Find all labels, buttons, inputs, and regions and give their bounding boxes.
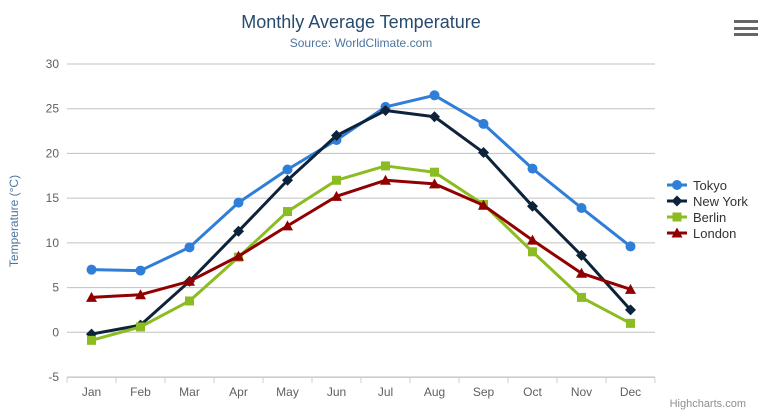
chart-subtitle: Source: WorldClimate.com <box>289 36 433 50</box>
legend: Tokyo New York Berlin London <box>666 177 748 241</box>
data-point-berlin[interactable] <box>528 247 537 257</box>
legend-item-berlin[interactable]: Berlin <box>666 209 748 225</box>
circle-legend-marker-icon <box>667 180 687 190</box>
legend-item-label: Tokyo <box>693 177 727 193</box>
y-axis-tick-label: 20 <box>46 146 60 160</box>
data-point-london[interactable] <box>135 289 146 300</box>
data-point-new-york[interactable] <box>478 147 489 159</box>
x-axis-tick-label: May <box>276 385 299 399</box>
data-point-tokyo[interactable] <box>233 197 244 208</box>
x-axis-tick-label: Mar <box>179 385 200 399</box>
x-axis-tick-label: Jun <box>327 385 346 399</box>
data-point-berlin[interactable] <box>87 335 96 345</box>
series-line-new-york[interactable] <box>90 109 632 336</box>
legend-item-label: New York <box>693 193 748 209</box>
triangle-legend-marker-icon <box>667 227 687 238</box>
data-point-tokyo[interactable] <box>135 265 146 276</box>
y-axis-tick-label: 0 <box>52 325 59 339</box>
data-point-new-york[interactable] <box>625 304 636 316</box>
data-point-tokyo[interactable] <box>478 118 489 129</box>
y-axis-title: Temperature (°C) <box>7 174 21 268</box>
data-point-berlin[interactable] <box>430 167 439 177</box>
data-point-new-york[interactable] <box>576 249 587 261</box>
x-axis-tick-label: Nov <box>571 385 592 399</box>
data-point-london[interactable] <box>478 199 489 210</box>
data-point-berlin[interactable] <box>381 161 390 171</box>
data-point-berlin[interactable] <box>136 322 145 332</box>
x-axis-tick-label: Feb <box>130 385 151 399</box>
legend-item-new-york[interactable]: New York <box>666 193 748 209</box>
legend-item-london[interactable]: London <box>666 225 748 241</box>
data-point-london[interactable] <box>86 291 97 302</box>
data-point-berlin[interactable] <box>626 318 635 328</box>
x-axis-tick-label: Jul <box>378 385 393 399</box>
data-point-tokyo[interactable] <box>282 164 293 175</box>
series-line-berlin[interactable] <box>90 164 632 342</box>
data-point-london[interactable] <box>527 234 538 245</box>
y-axis-tick-label: 25 <box>46 102 60 116</box>
data-point-london[interactable] <box>184 275 195 286</box>
data-point-new-york[interactable] <box>527 200 538 212</box>
data-point-berlin[interactable] <box>185 296 194 306</box>
hamburger-icon <box>734 26 758 30</box>
data-point-london[interactable] <box>331 190 342 201</box>
legend-item-tokyo[interactable]: Tokyo <box>666 177 748 193</box>
data-point-london[interactable] <box>576 267 587 278</box>
hamburger-icon <box>734 20 758 23</box>
x-axis-tick-label: Apr <box>229 385 248 399</box>
chart-title: Monthly Average Temperature <box>241 12 481 32</box>
data-point-new-york[interactable] <box>380 105 391 117</box>
data-point-berlin[interactable] <box>283 207 292 217</box>
data-point-berlin[interactable] <box>332 175 341 185</box>
data-point-new-york[interactable] <box>282 174 293 186</box>
y-axis-tick-label: -5 <box>48 370 59 384</box>
legend-item-label: Berlin <box>693 209 727 225</box>
data-point-london[interactable] <box>380 174 391 185</box>
x-axis-tick-label: Sep <box>473 385 495 399</box>
data-point-new-york[interactable] <box>331 130 342 142</box>
data-point-tokyo[interactable] <box>86 264 97 275</box>
data-point-london[interactable] <box>282 220 293 231</box>
export-menu-button[interactable] <box>734 20 758 36</box>
data-point-tokyo[interactable] <box>184 242 195 253</box>
diamond-legend-marker-icon <box>667 195 687 207</box>
data-point-london[interactable] <box>233 250 244 261</box>
y-axis-tick-label: 5 <box>52 281 59 295</box>
data-point-new-york[interactable] <box>429 111 440 123</box>
y-axis-tick-label: 10 <box>46 236 60 250</box>
series-line-london[interactable] <box>90 178 632 299</box>
data-point-london[interactable] <box>429 178 440 189</box>
legend-item-label: London <box>693 225 737 241</box>
x-axis-tick-label: Jan <box>82 385 101 399</box>
data-point-berlin[interactable] <box>577 292 586 302</box>
x-axis-tick-label: Dec <box>620 385 641 399</box>
x-axis-tick-label: Oct <box>523 385 542 399</box>
hamburger-icon <box>734 33 758 36</box>
credits-link[interactable]: Highcharts.com <box>669 398 746 410</box>
y-axis-tick-label: 30 <box>46 57 60 71</box>
x-axis-tick-label: Aug <box>424 385 445 399</box>
data-point-tokyo[interactable] <box>576 202 587 213</box>
data-point-tokyo[interactable] <box>625 241 636 252</box>
square-legend-marker-icon <box>667 212 687 222</box>
data-point-tokyo[interactable] <box>527 163 538 174</box>
data-point-new-york[interactable] <box>233 225 244 237</box>
data-point-tokyo[interactable] <box>429 90 440 101</box>
y-axis-tick-label: 15 <box>46 191 60 205</box>
data-point-london[interactable] <box>625 283 636 294</box>
